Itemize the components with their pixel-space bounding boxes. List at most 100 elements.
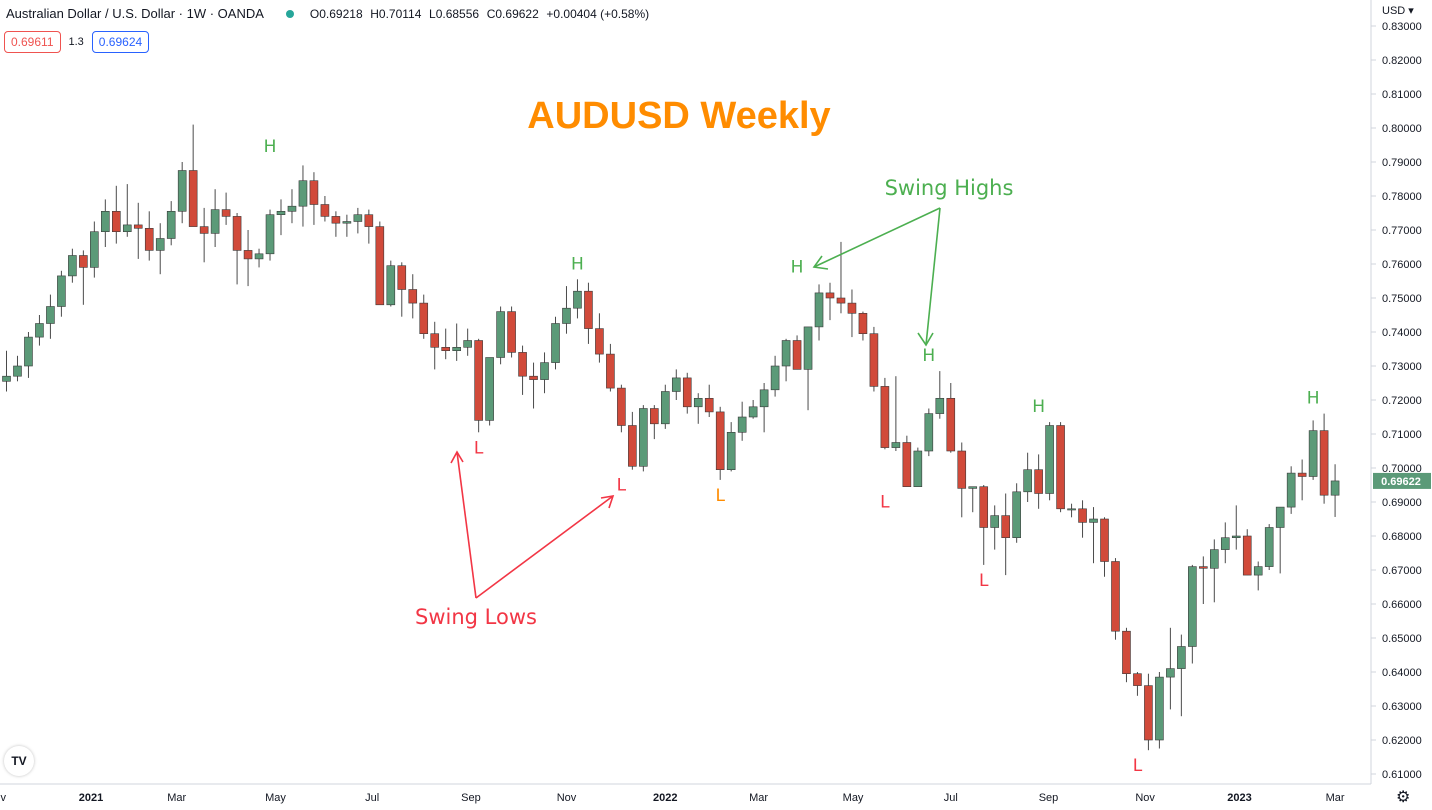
candle	[1210, 539, 1219, 603]
candle-body	[759, 389, 769, 408]
y-tick-label: 0.71000	[1382, 429, 1422, 441]
candle-body	[1231, 535, 1241, 539]
candle	[419, 294, 429, 339]
y-tick-label: 0.83000	[1382, 21, 1422, 33]
swing-highs-annotation: Swing Highs	[885, 176, 1014, 200]
candle-body	[57, 275, 66, 307]
candle	[122, 184, 132, 237]
candle-body	[166, 211, 176, 239]
symbol-title[interactable]: Australian Dollar / U.S. Dollar · 1W · O…	[6, 6, 264, 21]
swing-label: H	[264, 137, 277, 157]
market-open-dot	[285, 9, 294, 18]
swing-labels-layer: H H H H H H L L L L L L	[264, 137, 1320, 776]
candle	[309, 172, 319, 225]
candle-body	[1056, 425, 1065, 510]
candle-body	[748, 406, 758, 418]
candle	[1297, 459, 1307, 501]
tradingview-logo[interactable]: TV	[4, 746, 34, 776]
candle-body	[298, 180, 308, 207]
candle	[1177, 634, 1186, 717]
candle	[650, 405, 659, 440]
y-tick-label: 0.64000	[1382, 667, 1422, 679]
y-tick-label: 0.73000	[1382, 361, 1422, 373]
y-tick-label: 0.70000	[1382, 463, 1422, 475]
candle-body	[562, 307, 571, 324]
candle	[243, 230, 253, 287]
swing-label: L	[617, 476, 627, 496]
swing-label: H	[1307, 389, 1320, 409]
candle	[1100, 517, 1109, 577]
candle-body	[243, 250, 253, 260]
swing-label: L	[979, 571, 989, 591]
candle	[1144, 673, 1153, 751]
candles-layer	[2, 124, 1340, 751]
close-value: C0.69622	[486, 7, 539, 21]
candle	[342, 214, 352, 237]
candle	[331, 211, 341, 237]
swing-label: H	[922, 346, 935, 366]
candle	[46, 294, 55, 339]
candle-body	[847, 302, 857, 314]
candle	[463, 328, 472, 356]
candle	[715, 406, 725, 480]
candle-body	[1188, 566, 1197, 647]
y-tick-label: 0.69000	[1382, 497, 1422, 509]
price-axis[interactable]: 0.61000 0.62000 0.63000 0.64000 0.65000 0.660…	[1371, 21, 1422, 781]
candle-body	[13, 365, 22, 377]
sell-price-button[interactable]: 0.69611	[4, 31, 61, 53]
y-tick-label: 0.81000	[1382, 89, 1422, 101]
candle-body	[35, 323, 44, 338]
candle	[1308, 420, 1318, 480]
candle-body	[1034, 469, 1043, 494]
candle	[1122, 627, 1131, 683]
candle	[276, 199, 286, 236]
candle	[1242, 529, 1252, 576]
candle	[507, 306, 516, 358]
candle	[551, 316, 560, 370]
candle-body	[1210, 549, 1219, 569]
candle	[144, 211, 154, 261]
swing-label: L	[715, 486, 725, 506]
candle	[1220, 522, 1230, 564]
candle	[825, 282, 835, 321]
candle-body	[979, 486, 989, 528]
buy-price-button[interactable]: 0.69624	[91, 31, 150, 53]
candle-body	[112, 211, 121, 233]
candle	[979, 485, 989, 565]
candle-body	[1319, 430, 1329, 496]
candle	[606, 343, 615, 392]
time-axis[interactable]: v 2021 Mar May Jul Sep Nov 2022 Mar May Jul Sep Nov 2…	[0, 792, 1344, 804]
candle-body	[408, 289, 418, 304]
candle	[1199, 556, 1208, 604]
candle-body	[1111, 561, 1120, 632]
y-tick-label: 0.80000	[1382, 123, 1422, 135]
y-tick-label: 0.61000	[1382, 769, 1422, 781]
candle	[671, 369, 681, 400]
candle-body	[375, 226, 385, 306]
candle-body	[1308, 430, 1318, 477]
candle	[628, 411, 637, 470]
candle	[814, 284, 824, 341]
candle-body	[1177, 646, 1186, 669]
candle-body	[79, 255, 88, 268]
currency-selector[interactable]: USD ▾	[1382, 4, 1414, 17]
x-tick-label: Nov	[1135, 792, 1155, 804]
candle	[891, 376, 901, 451]
candle-body	[441, 346, 451, 351]
x-tick-label: Mar	[167, 792, 186, 804]
candle-body	[1067, 508, 1076, 511]
candle	[968, 486, 978, 513]
candle-body	[1078, 508, 1087, 523]
candle	[935, 371, 945, 419]
gear-icon[interactable]: ⚙	[1396, 789, 1411, 806]
candle	[474, 338, 483, 433]
x-tick-label: May	[265, 792, 286, 804]
candle-body	[24, 336, 33, 367]
candle-body	[1012, 491, 1021, 538]
candle	[397, 262, 407, 317]
candle	[1067, 503, 1076, 518]
swing-label: H	[571, 254, 584, 274]
candle	[990, 505, 1000, 550]
swing-label: L	[880, 493, 890, 513]
